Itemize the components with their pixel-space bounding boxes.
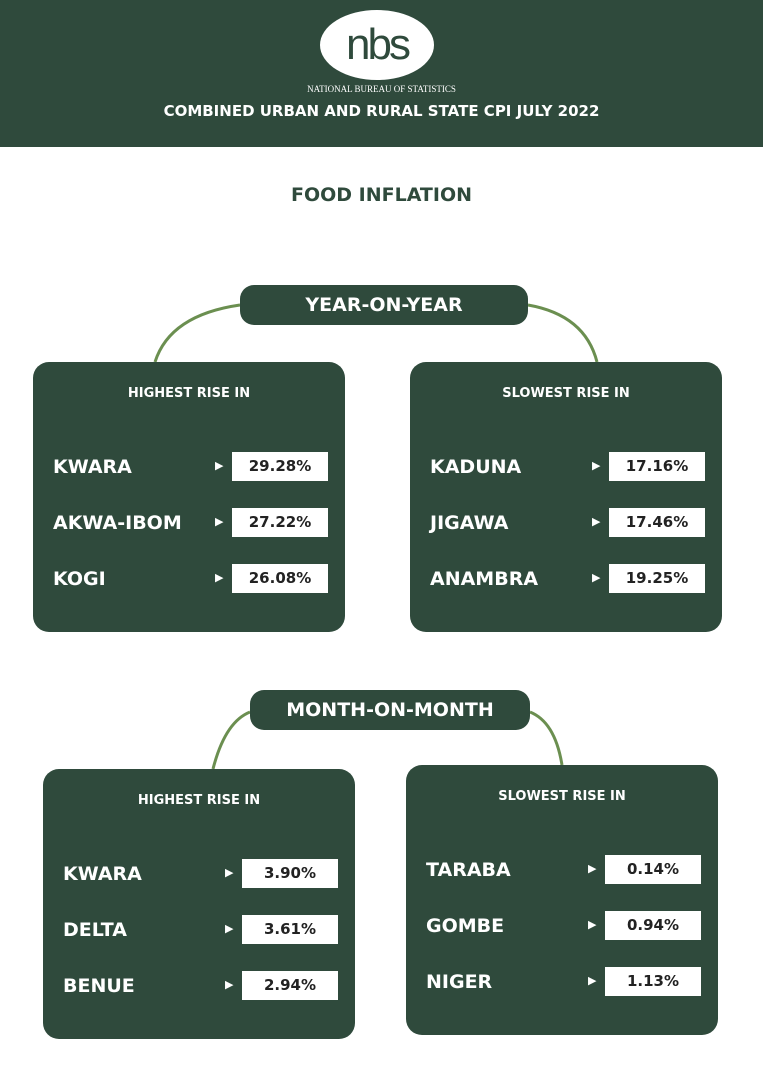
arrow-icon: ▶: [215, 459, 224, 472]
state-row: KOGI ▶ 26.08%: [33, 564, 345, 594]
state-name: NIGER: [426, 971, 493, 993]
arrow-icon: ▶: [215, 571, 224, 584]
state-name: GOMBE: [426, 915, 505, 937]
header-title: COMBINED URBAN AND RURAL STATE CPI JULY …: [163, 102, 600, 120]
state-name: KADUNA: [430, 456, 522, 478]
arrow-icon: ▶: [225, 922, 234, 935]
mom-arc-left: [211, 710, 251, 770]
arrow-icon: ▶: [225, 866, 234, 879]
state-row: KADUNA ▶ 17.16%: [410, 452, 722, 482]
state-row: KWARA ▶ 29.28%: [33, 452, 345, 482]
arrow-icon: ▶: [592, 515, 601, 528]
arrow-icon: ▶: [588, 918, 597, 931]
mom-slowest-panel: SLOWEST RISE IN TARABA ▶ 0.14% GOMBE ▶ 0.94% NI…: [406, 765, 718, 1035]
panel-title: SLOWEST RISE IN: [502, 386, 630, 401]
inflation-value: 17.46%: [609, 508, 705, 537]
month-on-month-label: MONTH-ON-MONTH: [250, 690, 530, 730]
yoy-arc-right: [527, 303, 599, 363]
inflation-value: 1.13%: [605, 967, 701, 996]
arrow-icon: ▶: [215, 515, 224, 528]
state-name: BENUE: [63, 975, 135, 997]
panel-title: SLOWEST RISE IN: [498, 789, 626, 804]
mom-arc-right: [529, 710, 564, 766]
state-row: ANAMBRA ▶ 19.25%: [410, 564, 722, 594]
inflation-value: 3.61%: [242, 915, 338, 944]
arrow-icon: ▶: [588, 862, 597, 875]
inflation-value: 19.25%: [609, 564, 705, 593]
arrow-icon: ▶: [225, 978, 234, 991]
org-name: NATIONAL BUREAU OF STATISTICS: [307, 84, 456, 94]
inflation-value: 17.16%: [609, 452, 705, 481]
header: nbs NATIONAL BUREAU OF STATISTICS COMBIN…: [0, 0, 763, 147]
inflation-value: 29.28%: [232, 452, 328, 481]
arrow-icon: ▶: [592, 571, 601, 584]
state-name: JIGAWA: [430, 512, 509, 534]
state-name: TARABA: [426, 859, 511, 881]
state-name: KOGI: [53, 568, 106, 590]
state-name: KWARA: [53, 456, 132, 478]
yoy-highest-panel: HIGHEST RISE IN KWARA ▶ 29.28% AKWA-IBOM ▶ 27.…: [33, 362, 345, 632]
inflation-value: 27.22%: [232, 508, 328, 537]
inflation-value: 0.94%: [605, 911, 701, 940]
state-row: NIGER ▶ 1.13%: [406, 967, 718, 997]
panel-title: HIGHEST RISE IN: [127, 386, 251, 401]
state-row: BENUE ▶ 2.94%: [43, 971, 355, 1001]
state-row: GOMBE ▶ 0.94%: [406, 911, 718, 941]
state-name: KWARA: [63, 863, 142, 885]
state-name: ANAMBRA: [430, 568, 539, 590]
state-row: JIGAWA ▶ 17.46%: [410, 508, 722, 538]
state-row: DELTA ▶ 3.61%: [43, 915, 355, 945]
mom-highest-panel: HIGHEST RISE IN KWARA ▶ 3.90% DELTA ▶ 3.61% BEN…: [43, 769, 355, 1039]
state-row: AKWA-IBOM ▶ 27.22%: [33, 508, 345, 538]
yoy-arc-left: [153, 303, 241, 363]
state-name: DELTA: [63, 919, 127, 941]
inflation-value: 3.90%: [242, 859, 338, 888]
yoy-slowest-panel: SLOWEST RISE IN KADUNA ▶ 17.16% JIGAWA ▶ 17.46…: [410, 362, 722, 632]
state-name: AKWA-IBOM: [53, 512, 182, 534]
arrow-icon: ▶: [592, 459, 601, 472]
year-on-year-label: YEAR-ON-YEAR: [240, 285, 528, 325]
inflation-value: 26.08%: [232, 564, 328, 593]
inflation-value: 0.14%: [605, 855, 701, 884]
inflation-value: 2.94%: [242, 971, 338, 1000]
arrow-icon: ▶: [588, 974, 597, 987]
state-row: KWARA ▶ 3.90%: [43, 859, 355, 889]
nbs-logo: nbs: [320, 10, 434, 80]
state-row: TARABA ▶ 0.14%: [406, 855, 718, 885]
section-title: FOOD INFLATION: [290, 184, 473, 206]
panel-title: HIGHEST RISE IN: [137, 793, 261, 808]
